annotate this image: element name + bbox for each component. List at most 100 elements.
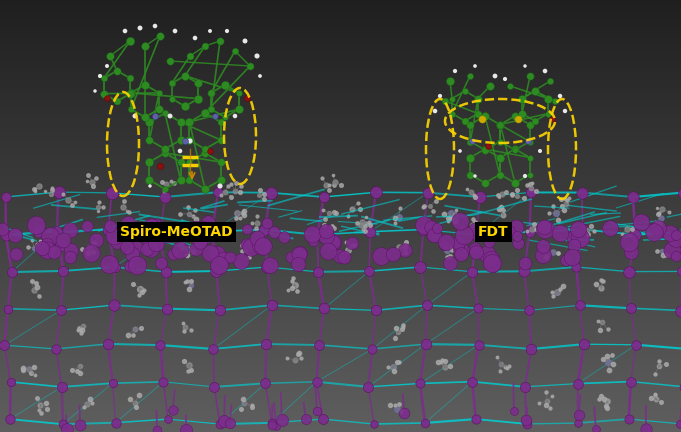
Bar <box>0 380 681 381</box>
Point <box>370 189 381 196</box>
Point <box>121 207 132 214</box>
Bar <box>0 187 681 188</box>
Point <box>646 395 656 402</box>
Point <box>112 238 123 245</box>
Point <box>400 244 411 251</box>
Bar <box>0 340 681 341</box>
Bar <box>0 114 681 115</box>
Point <box>547 293 558 300</box>
Point <box>526 185 537 192</box>
Point <box>158 378 169 385</box>
Point <box>438 210 449 217</box>
Point <box>494 121 505 128</box>
Point <box>125 106 136 113</box>
Point <box>258 191 269 198</box>
Point <box>82 400 93 407</box>
Bar <box>0 316 681 317</box>
Point <box>29 187 40 194</box>
Point <box>451 206 462 213</box>
Bar <box>0 301 681 302</box>
Bar <box>0 329 681 330</box>
Bar <box>0 252 681 253</box>
Bar <box>0 308 681 309</box>
Point <box>185 53 195 60</box>
Point <box>453 241 464 248</box>
Bar <box>0 69 681 70</box>
Point <box>671 232 681 239</box>
Point <box>165 113 176 120</box>
Bar <box>0 322 681 323</box>
Bar <box>0 48 681 49</box>
Point <box>269 229 280 236</box>
Point <box>597 319 608 326</box>
Point <box>627 194 638 200</box>
Point <box>560 108 571 114</box>
Bar <box>0 119 681 120</box>
Point <box>190 245 201 252</box>
Point <box>200 42 210 49</box>
Bar <box>0 284 681 285</box>
Bar <box>0 373 681 374</box>
Point <box>145 246 156 253</box>
Bar <box>0 238 681 239</box>
Point <box>437 356 447 363</box>
Point <box>180 137 191 144</box>
Point <box>129 113 140 120</box>
Point <box>35 402 46 409</box>
Point <box>112 98 123 105</box>
Bar <box>0 404 681 405</box>
Point <box>434 92 445 99</box>
Point <box>543 95 554 102</box>
Point <box>235 406 246 413</box>
Point <box>75 370 86 377</box>
Point <box>101 95 112 102</box>
Point <box>31 394 42 401</box>
Point <box>447 243 458 250</box>
Bar <box>0 363 681 364</box>
Bar <box>0 144 681 145</box>
Point <box>144 183 155 190</box>
Bar <box>0 255 681 256</box>
Point <box>175 159 186 165</box>
Point <box>161 305 172 312</box>
Bar <box>0 241 681 242</box>
Point <box>120 28 131 35</box>
Bar <box>0 376 681 377</box>
Bar <box>0 253 681 254</box>
Point <box>590 280 601 287</box>
Point <box>665 229 676 236</box>
Point <box>256 241 267 248</box>
Bar <box>0 220 681 221</box>
Bar <box>0 244 681 245</box>
Point <box>539 247 550 254</box>
Bar <box>0 125 681 126</box>
Point <box>467 378 478 385</box>
Bar <box>0 121 681 122</box>
Point <box>385 401 396 408</box>
Bar <box>0 271 681 272</box>
Bar <box>0 128 681 129</box>
Point <box>547 115 558 122</box>
Point <box>505 83 516 89</box>
Bar <box>0 86 681 87</box>
Point <box>159 186 170 193</box>
Bar <box>0 197 681 198</box>
Point <box>494 154 505 161</box>
Bar <box>0 92 681 93</box>
Bar <box>0 54 681 55</box>
Bar <box>0 180 681 181</box>
Point <box>165 178 176 185</box>
Point <box>445 210 456 216</box>
Bar <box>0 256 681 257</box>
Bar <box>0 296 681 297</box>
Point <box>497 190 508 197</box>
Point <box>190 206 201 213</box>
Point <box>253 191 264 198</box>
Point <box>524 307 535 314</box>
Point <box>494 138 505 145</box>
Bar <box>0 93 681 94</box>
Point <box>546 289 557 296</box>
Point <box>195 238 206 245</box>
Bar <box>0 0 681 1</box>
Bar <box>0 63 681 64</box>
